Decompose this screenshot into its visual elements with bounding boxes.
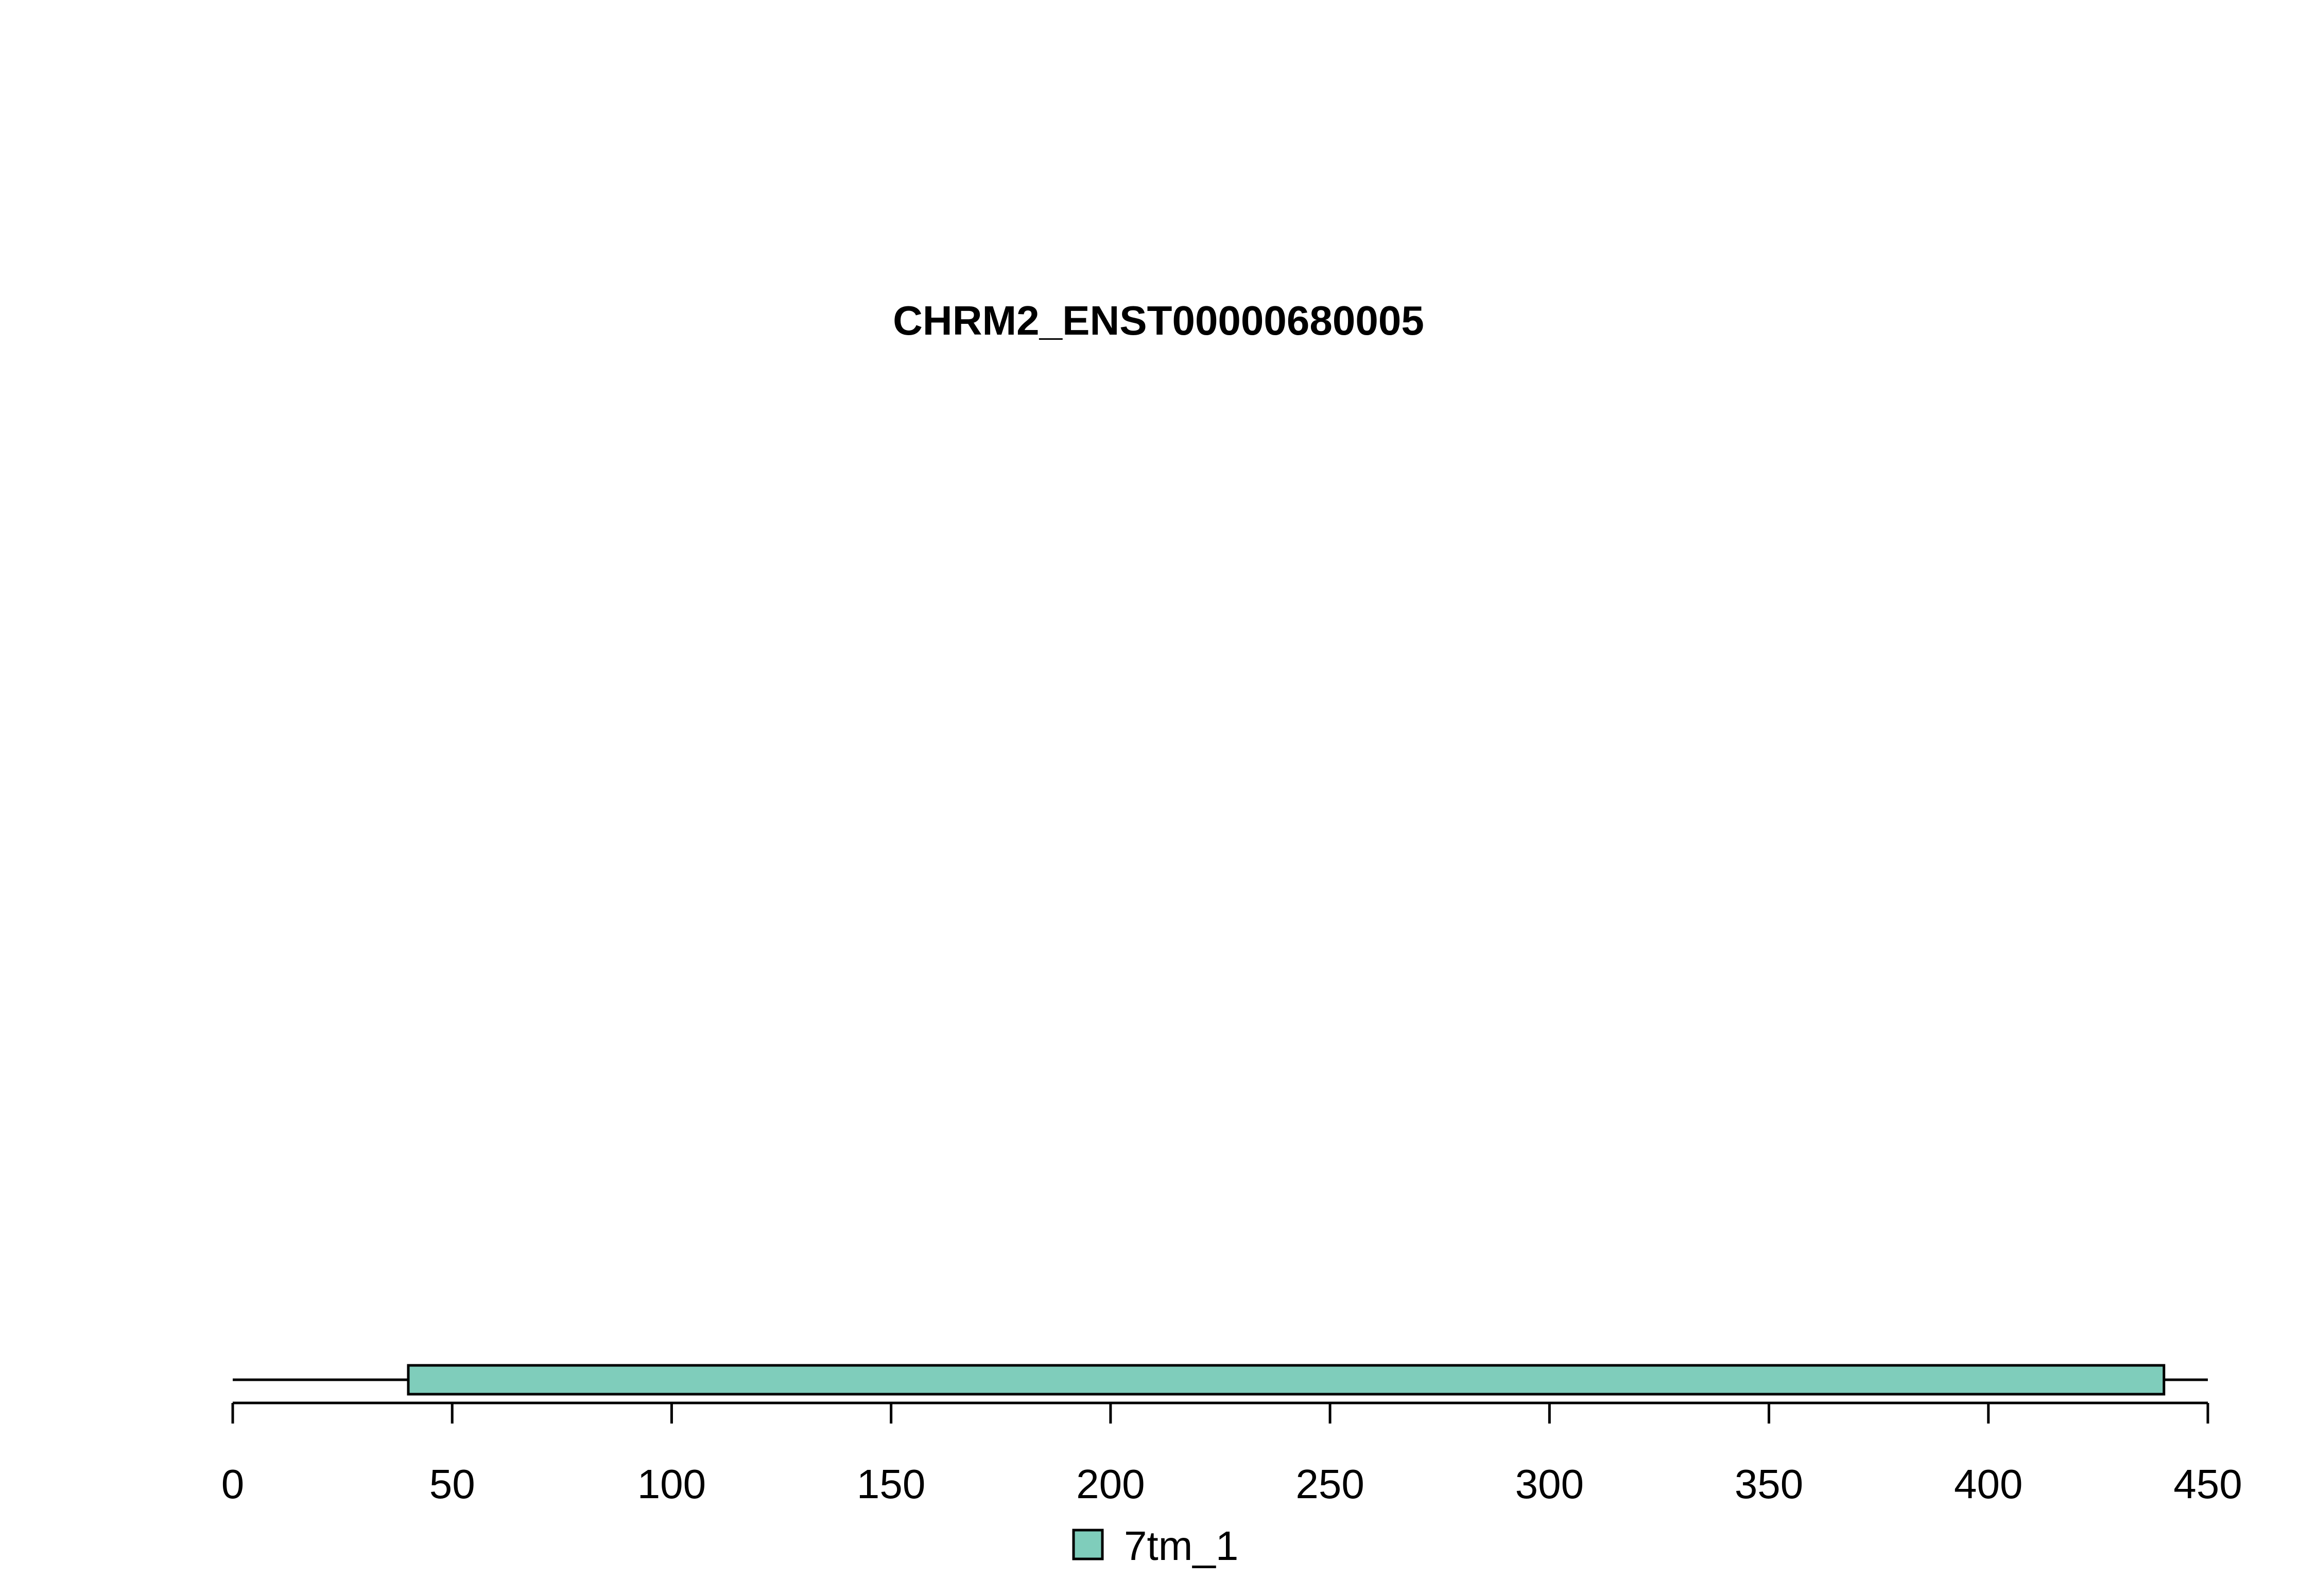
x-tick-label: 300	[1515, 1461, 1584, 1507]
x-tick-label: 150	[857, 1461, 925, 1507]
legend: 7tm_1	[1072, 1523, 1238, 1569]
x-tick-label: 250	[1295, 1461, 1364, 1507]
x-tick-label: 450	[2173, 1461, 2242, 1507]
x-tick-label: 0	[221, 1461, 245, 1507]
legend-label: 7tm_1	[1124, 1523, 1238, 1569]
x-tick-label: 350	[1735, 1461, 1803, 1507]
chart-title: CHRM2_ENST00000680005	[893, 298, 1424, 343]
x-tick-label: 100	[637, 1461, 706, 1507]
plot-area	[233, 1364, 2208, 1396]
x-axis: 0 50 100 150 200 250 300 350 400 450	[221, 1401, 2242, 1507]
x-tick-label: 400	[1954, 1461, 2022, 1507]
x-tick-label: 200	[1076, 1461, 1145, 1507]
x-tick-label: 50	[429, 1461, 475, 1507]
legend-swatch	[1072, 1529, 1104, 1560]
domain-box-7tm_1	[407, 1364, 2166, 1396]
